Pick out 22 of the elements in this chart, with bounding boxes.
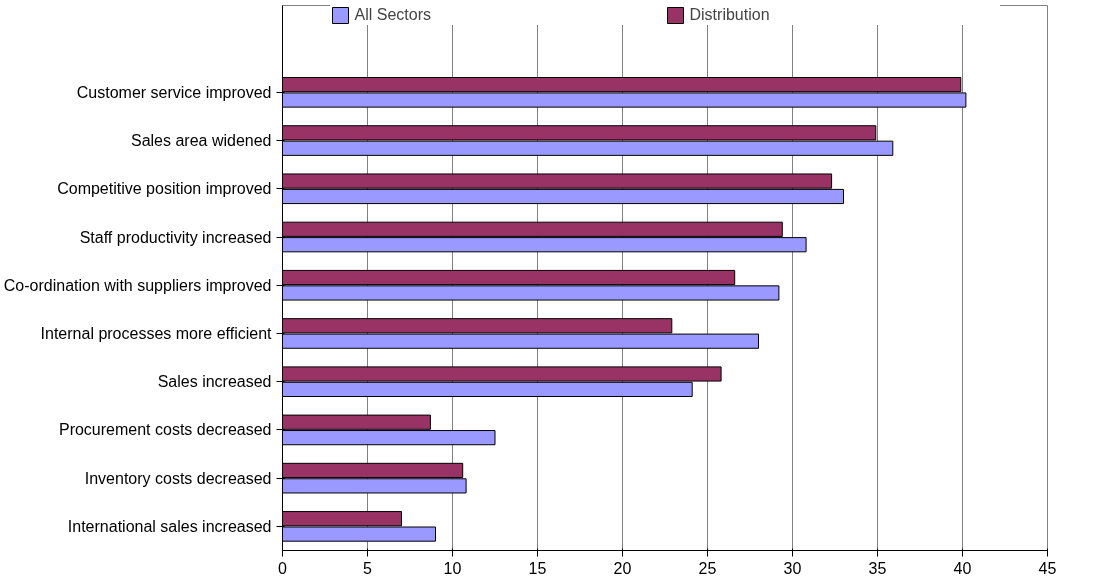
y-tick-label: Sales area widened: [130, 132, 272, 150]
legend-label: Distribution: [689, 6, 771, 24]
y-tick-label: International sales increased: [67, 517, 272, 535]
x-tick-label: 10: [443, 559, 462, 577]
y-tick-label: Staff productivity increased: [79, 228, 272, 246]
x-tick-label: 30: [783, 559, 802, 577]
x-tick-label: 20: [613, 559, 632, 577]
y-tick-label: Internal processes more efficient: [40, 324, 273, 342]
x-tick-label: 5: [363, 559, 373, 577]
x-tick-label: 15: [528, 559, 547, 577]
y-tick-label: Sales increased: [157, 373, 272, 391]
y-tick-label: Competitive position improved: [57, 180, 272, 198]
y-tick-label: Customer service improved: [76, 83, 272, 101]
x-tick-label: 40: [953, 559, 972, 577]
y-tick-label: Procurement costs decreased: [58, 421, 272, 439]
x-tick-label: 35: [868, 559, 887, 577]
x-tick-label: 0: [278, 559, 288, 577]
x-tick-label: 45: [1038, 559, 1057, 577]
legend-label: All Sectors: [354, 6, 432, 24]
y-tick-label: Inventory costs decreased: [84, 469, 272, 487]
y-tick-label: Co-ordination with suppliers improved: [3, 276, 272, 294]
x-tick-label: 25: [698, 559, 717, 577]
